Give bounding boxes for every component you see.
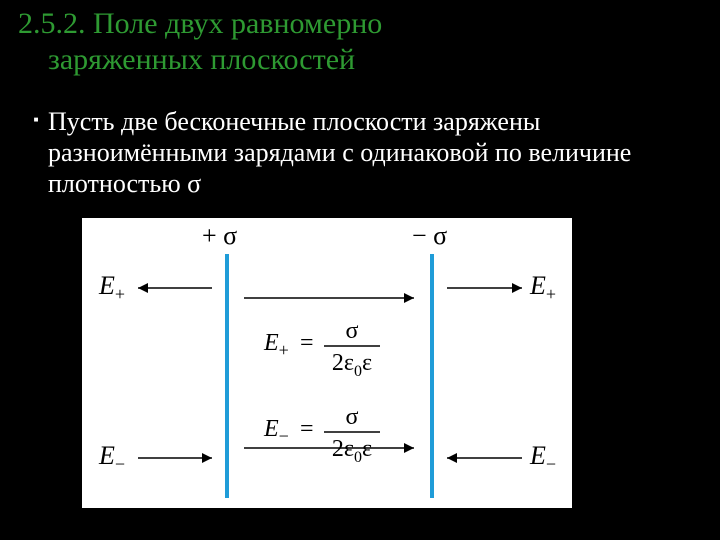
field-diagram-svg: + σ − σ E+ E+ E− E− E+ = σ 2ε0ε E− = σ 2ε0ε [82,218,572,508]
svg-text:=: = [300,330,314,356]
svg-text:E−: E− [263,416,289,446]
svg-text:σ: σ [346,318,359,344]
svg-text:E+: E+ [263,330,289,360]
heading-line-1: 2.5.2. Поле двух равномерно [18,6,658,42]
svg-text:E+: E+ [98,271,125,304]
field-diagram: + σ − σ E+ E+ E− E− E+ = σ 2ε0ε E− = σ 2ε0ε [82,218,572,508]
slide-heading: 2.5.2. Поле двух равномерно заряженных п… [18,6,658,78]
bullet-marker-icon: ■ [24,106,48,134]
svg-text:E+: E+ [529,271,556,304]
svg-text:E−: E− [98,441,125,474]
slide: 2.5.2. Поле двух равномерно заряженных п… [0,0,720,540]
svg-text:σ: σ [346,404,359,430]
svg-text:2ε0ε: 2ε0ε [332,350,372,380]
svg-text:2ε0ε: 2ε0ε [332,436,372,466]
svg-text:=: = [300,416,314,442]
bullet-item: ■ Пусть две бесконечные плоскости заряже… [24,106,694,200]
bullet-text: Пусть две бесконечные плоскости заряжены… [48,106,694,200]
svg-text:E−: E− [529,441,556,474]
body-text: ■ Пусть две бесконечные плоскости заряже… [24,106,694,200]
svg-text:+ σ: + σ [202,221,237,250]
heading-line-2: заряженных плоскостей [18,42,658,78]
svg-text:− σ: − σ [412,221,447,250]
